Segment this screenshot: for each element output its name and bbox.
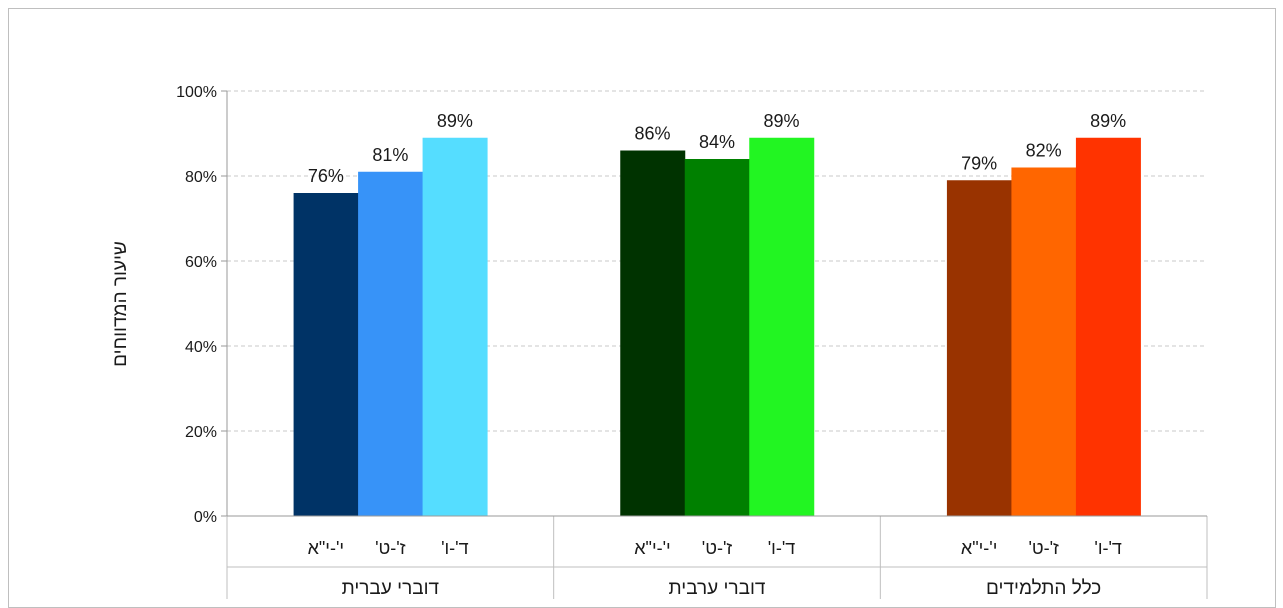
bar bbox=[1075, 137, 1141, 516]
bar bbox=[684, 159, 750, 516]
category-label: ד'-ו' bbox=[768, 538, 796, 558]
category-label: י'-י"א bbox=[308, 538, 344, 558]
bars bbox=[293, 137, 1141, 516]
y-tick-label: 0% bbox=[194, 509, 217, 526]
group-label: דוברי עברית bbox=[342, 578, 440, 599]
x-axis bbox=[226, 91, 1208, 599]
category-label: ז'-ט' bbox=[375, 538, 406, 558]
y-axis-ticks: 0% 20% 40% 60% 80% 100% bbox=[176, 84, 217, 526]
bar bbox=[946, 180, 1012, 516]
group-label: כלל התלמידים bbox=[986, 578, 1101, 599]
category-label: י'-י"א bbox=[961, 538, 997, 558]
data-label: 89% bbox=[437, 111, 473, 131]
bar bbox=[422, 137, 488, 516]
y-tick-label: 100% bbox=[176, 84, 217, 101]
category-label: י'-י"א bbox=[634, 538, 670, 558]
category-label: ז'-ט' bbox=[702, 538, 733, 558]
category-label: ד'-ו' bbox=[441, 538, 469, 558]
data-label: 89% bbox=[1090, 111, 1126, 131]
data-label: 89% bbox=[763, 111, 799, 131]
y-tick-label: 20% bbox=[185, 424, 217, 441]
y-tick-label: 60% bbox=[185, 254, 217, 271]
data-label: 86% bbox=[634, 124, 670, 144]
bar bbox=[749, 137, 815, 516]
bar bbox=[358, 171, 424, 516]
data-labels: 76% 81% 89% 86% 84% 89% 79% 82% 89% bbox=[308, 111, 1126, 186]
category-label: ד'-ו' bbox=[1094, 538, 1122, 558]
category-label: ז'-ט' bbox=[1028, 538, 1059, 558]
y-tick-label: 40% bbox=[185, 339, 217, 356]
y-axis-label: שיעור המדווחים bbox=[110, 241, 131, 367]
y-tick-label: 80% bbox=[185, 169, 217, 186]
bar bbox=[620, 150, 686, 516]
group-label: דוברי ערבית bbox=[669, 578, 766, 599]
data-label: 82% bbox=[1026, 141, 1062, 161]
data-label: 84% bbox=[699, 132, 735, 152]
data-label: 76% bbox=[308, 166, 344, 186]
data-label: 81% bbox=[372, 145, 408, 165]
data-label: 79% bbox=[961, 153, 997, 173]
bar bbox=[1011, 167, 1077, 516]
bar bbox=[293, 193, 359, 516]
